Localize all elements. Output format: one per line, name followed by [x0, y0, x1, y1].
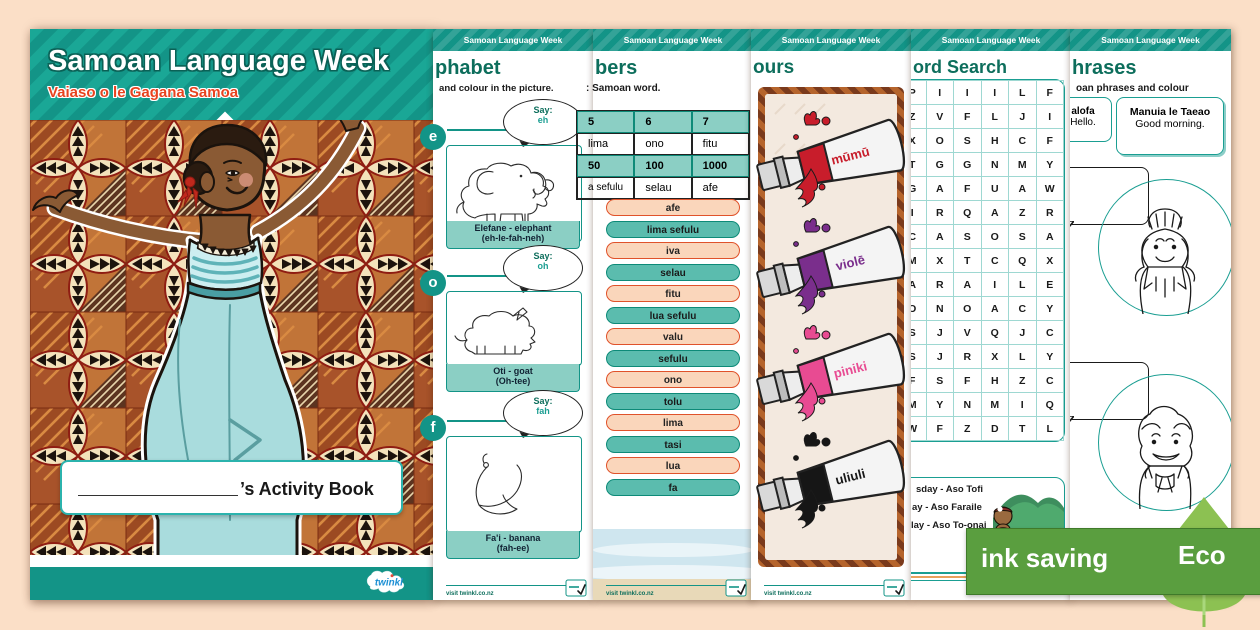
svg-text:twinkl: twinkl: [375, 578, 403, 589]
